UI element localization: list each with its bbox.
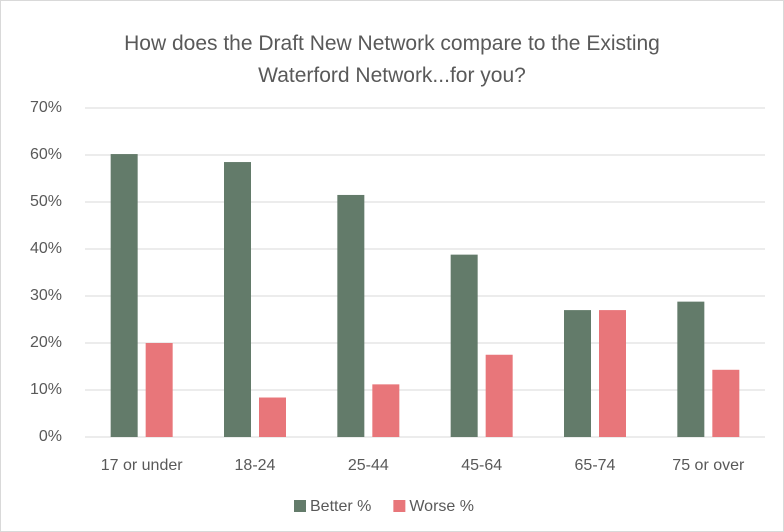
bar: [224, 162, 251, 438]
y-tick-label: 10%: [30, 381, 62, 398]
x-tick-label: 25-44: [348, 457, 389, 474]
x-tick-label: 75 or over: [672, 457, 745, 474]
legend-swatch: [393, 500, 406, 512]
x-tick-label: 65-74: [575, 457, 616, 474]
legend-swatch: [294, 500, 306, 512]
chart-title: How does the Draft New Network compare t…: [124, 32, 660, 87]
x-tick-label: 17 or under: [101, 457, 184, 474]
y-tick-label: 50%: [30, 193, 62, 210]
bar: [712, 369, 740, 437]
bar: [259, 397, 286, 437]
legend-label: Better %: [310, 498, 371, 515]
y-tick-label: 0%: [39, 428, 62, 445]
y-tick-label: 60%: [30, 146, 62, 163]
bar: [450, 254, 478, 437]
bar: [485, 354, 513, 437]
y-tick-label: 20%: [30, 334, 62, 351]
y-tick-label: 30%: [30, 287, 62, 304]
bar: [145, 343, 173, 437]
legend-label: Worse %: [409, 498, 474, 515]
y-tick-label: 40%: [30, 240, 62, 257]
bar: [372, 384, 400, 437]
bar: [677, 301, 705, 437]
y-tick-label: 70%: [30, 99, 62, 116]
x-tick-label: 18-24: [235, 457, 276, 474]
x-tick-label: 45-64: [461, 457, 502, 474]
bar: [110, 154, 138, 437]
bar: [337, 194, 365, 437]
bar: [599, 310, 626, 437]
bar: [564, 310, 591, 437]
